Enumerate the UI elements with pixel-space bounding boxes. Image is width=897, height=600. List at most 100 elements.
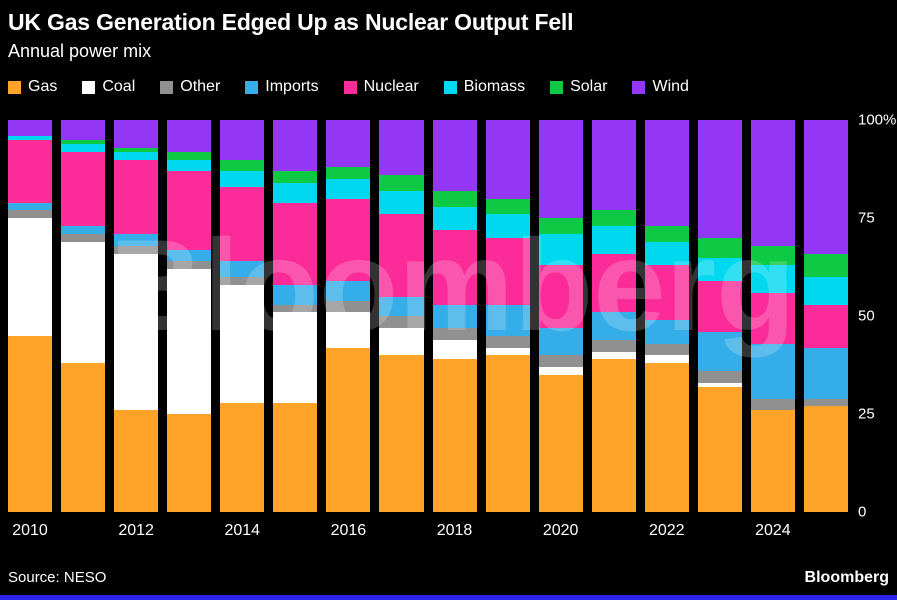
segment-imports-2015 [273,284,318,305]
stacked-bar-2016 [326,120,371,513]
segment-wind-2017 [379,120,424,176]
bloomberg-logo: Bloomberg [804,569,889,586]
segment-other-2016 [326,300,371,313]
y-tick-0: 0 [858,503,867,521]
segment-wind-2018 [432,120,477,191]
segment-coal-2018 [432,339,477,360]
segment-imports-2013 [167,249,212,262]
segment-gas-2010 [8,335,53,513]
segment-wind-2015 [273,120,318,172]
segment-biomass-2015 [273,183,318,203]
segment-imports-2021 [591,312,636,340]
legend-swatch-wind [632,80,646,94]
stacked-bar-2014 [220,120,265,513]
stacked-bar-2019 [485,120,530,513]
segment-solar-2021 [591,210,636,227]
segment-gas-2024 [750,410,795,513]
segment-coal-2016 [326,312,371,348]
y-tick-75: 75 [858,209,875,227]
x-tick-2022: 2022 [648,522,685,540]
segment-other-2020 [538,355,583,368]
segment-nuclear-2013 [167,171,212,250]
segment-imports-2018 [432,304,477,329]
x-tick-2010: 2010 [12,522,48,540]
segment-other-2018 [432,328,477,340]
segment-nuclear-2017 [379,214,424,297]
segment-other-2017 [379,316,424,329]
segment-wind-2019 [485,120,530,199]
stacked-bar-2024 [750,120,795,513]
legend-label-solar: Solar [570,78,608,96]
x-tick-2025 [804,522,848,540]
segment-solar-2018 [432,190,477,207]
segment-imports-2022 [644,320,689,344]
segment-imports-2017 [379,296,424,317]
segment-other-2019 [485,335,530,348]
legend-item-wind: Wind [632,78,689,96]
segment-gas-2012 [114,410,159,513]
segment-solar-2016 [326,167,371,180]
segment-imports-2019 [485,304,530,336]
segment-biomass-2012 [114,151,159,160]
stacked-bar-2017 [379,120,424,513]
footer: Source: NESO Bloomberg [8,569,889,587]
segment-coal-2023 [697,382,742,387]
legend-item-biomass: Biomass [443,78,525,96]
legend-swatch-nuclear [343,80,357,94]
segment-solar-2020 [538,218,583,234]
segment-wind-2011 [61,120,106,140]
segment-gas-2020 [538,375,583,513]
stacked-bar-2013 [167,120,212,513]
legend-label-coal: Coal [102,78,136,96]
segment-coal-2022 [644,355,689,364]
segment-nuclear-2020 [538,265,583,329]
segment-wind-2014 [220,120,265,160]
segment-wind-2020 [538,120,583,219]
x-tick-2020: 2020 [542,522,579,540]
segment-imports-2016 [326,281,371,301]
legend-label-other: Other [180,78,221,96]
y-tick-25: 25 [858,405,875,423]
segment-other-2013 [167,261,212,270]
stacked-bar-2022 [644,120,689,513]
segment-gas-2014 [220,402,265,513]
x-tick-2023 [698,522,742,540]
segment-nuclear-2024 [750,292,795,344]
chart-legend: Gas Coal Other Imports Nuclear Biomass Solar Wi… [8,78,889,96]
segment-nuclear-2021 [591,253,636,313]
y-axis: 100% 75 50 25 0 [854,112,897,521]
stacked-bar-2015 [273,120,318,513]
segment-gas-2018 [432,359,477,513]
segment-biomass-2021 [591,226,636,254]
segment-solar-2014 [220,159,265,172]
segment-nuclear-2018 [432,230,477,305]
legend-item-solar: Solar [550,78,607,96]
segment-gas-2019 [485,355,530,513]
legend-swatch-biomass [443,80,457,94]
x-tick-2018: 2018 [436,522,473,540]
segment-gas-2011 [61,363,106,513]
segment-other-2024 [750,398,795,411]
x-tick-2015 [273,522,317,540]
legend-label-wind: Wind [652,78,689,96]
segment-nuclear-2012 [114,159,159,234]
bottom-accent-bar [0,595,897,600]
segment-coal-2010 [8,218,53,336]
legend-swatch-other [160,80,174,94]
segment-solar-2011 [61,139,106,144]
segment-imports-2025 [803,347,848,399]
segment-coal-2021 [591,351,636,360]
legend-label-nuclear: Nuclear [363,78,419,96]
segment-wind-2025 [803,120,848,254]
stacked-bar-2023 [697,120,742,513]
segment-solar-2023 [697,237,742,258]
segment-gas-2022 [644,363,689,513]
segment-biomass-2016 [326,179,371,199]
legend-item-imports: Imports [245,78,319,96]
x-tick-2024: 2024 [755,522,791,540]
legend-label-gas: Gas [28,78,58,96]
segment-solar-2025 [803,253,848,278]
segment-biomass-2025 [803,277,848,305]
segment-other-2023 [697,371,742,383]
